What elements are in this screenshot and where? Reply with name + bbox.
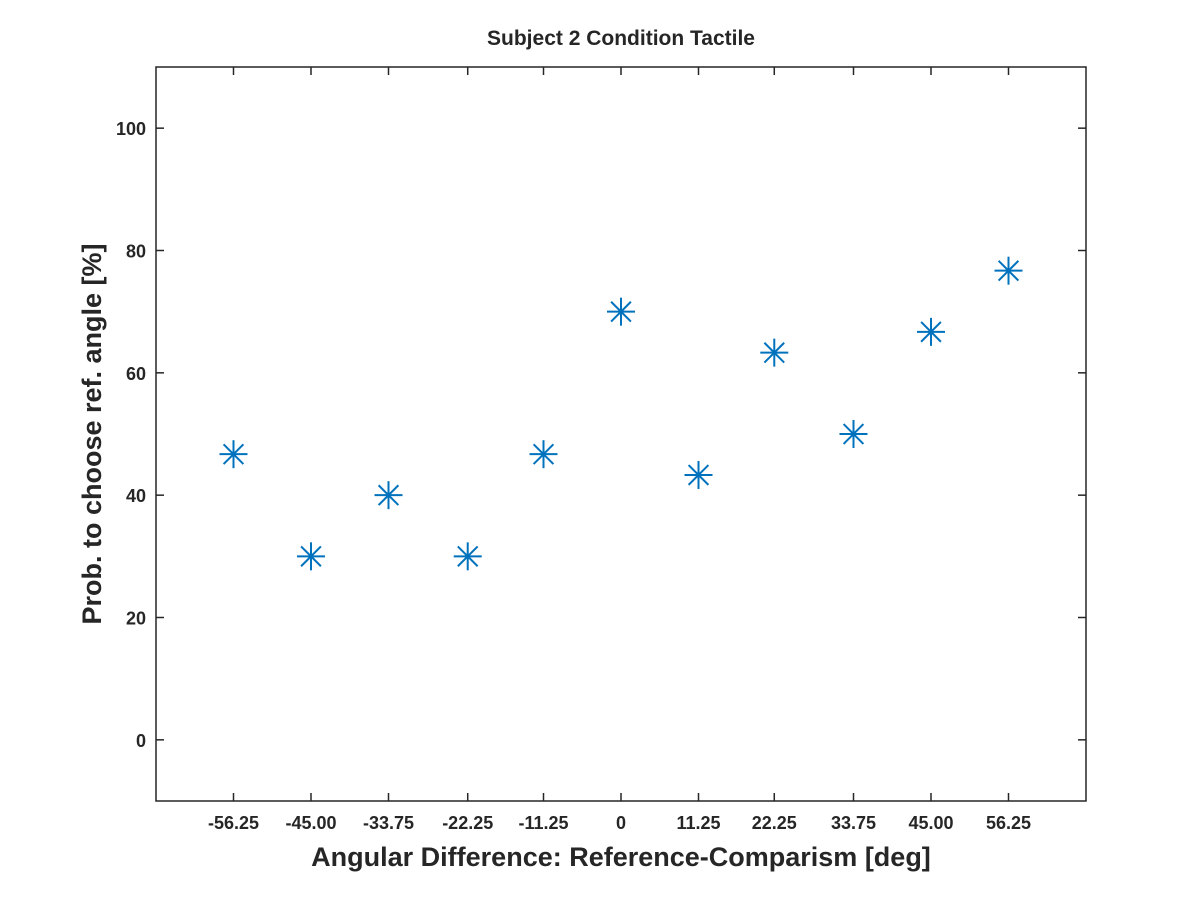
x-tick-label: -22.25 [442,813,493,833]
y-axis-label: Prob. to choose ref. angle [%] [77,243,107,624]
x-tick-label: -11.25 [518,813,568,833]
plot-area-frame [155,66,1087,802]
x-axis-label: Angular Difference: Reference-Comparism … [311,842,931,872]
data-point [529,440,558,469]
x-tick-label: 56.25 [986,813,1031,833]
data-point [760,338,789,367]
x-tick-label: 45.00 [908,813,953,833]
y-tick-label: 20 [126,609,146,629]
y-tick-label: 40 [126,486,146,506]
axis-tick-labels: -56.25 -45.00 -33.75 -22.25 -11.25 0 11.25 22.2… [116,119,1031,833]
x-tick-label: 11.25 [676,813,720,833]
chart-title: Subject 2 Condition Tactile [487,27,755,50]
data-markers [219,256,1023,571]
data-point [453,542,482,571]
data-point [994,256,1023,285]
x-tick-label: -45.00 [285,813,336,833]
x-tick-label: -33.75 [363,813,414,833]
x-tick-label: 22.25 [752,813,797,833]
data-point [684,460,713,489]
axis-ticks [156,67,1086,801]
y-tick-label: 0 [136,731,146,751]
data-point [917,317,945,346]
data-point [839,420,868,448]
x-tick-label: 33.75 [831,813,876,833]
data-point [374,481,403,510]
data-point [219,440,248,469]
y-tick-label: 100 [116,119,146,139]
x-tick-label: -56.25 [208,813,259,833]
y-tick-label: 80 [126,242,146,262]
y-tick-label: 60 [126,364,146,384]
x-tick-label: 0 [616,813,626,833]
data-point [297,542,325,571]
data-point [607,297,635,326]
